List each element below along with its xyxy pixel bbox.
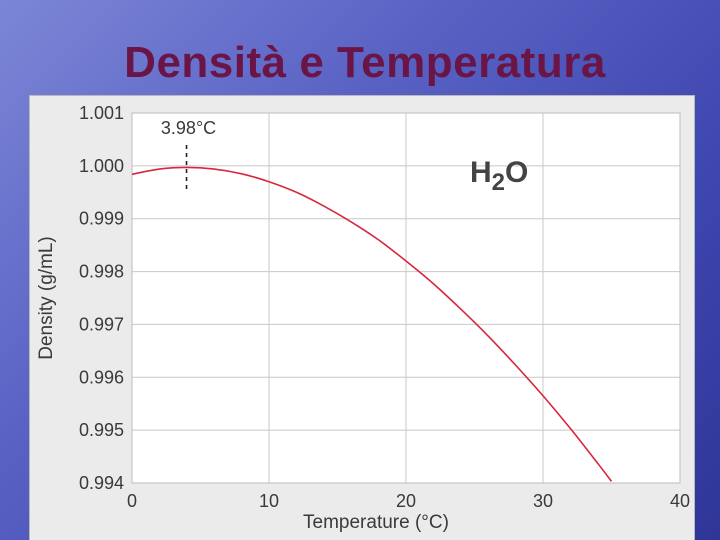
- x-tick-label: 20: [396, 491, 416, 511]
- h2o-label-subscript: 2: [492, 169, 505, 196]
- annotations: 3.98°C H2O: [161, 118, 528, 196]
- density-chart: 0.994 0.995 0.996 0.997 0.998 0.999 1.000 1.001…: [30, 96, 694, 540]
- y-tick-label: 0.995: [79, 420, 124, 440]
- y-axis-label: Density (g/mL): [36, 236, 57, 360]
- y-tick-label: 0.997: [79, 314, 124, 334]
- y-tick-label: 0.994: [79, 473, 124, 493]
- y-tick-label: 0.998: [79, 262, 124, 282]
- grid-lines: [131, 112, 681, 484]
- tick-labels: 0.994 0.995 0.996 0.997 0.998 0.999 1.000 1.001…: [79, 103, 690, 511]
- slide-title: Densità e Temperatura: [124, 38, 606, 87]
- y-tick-label: 0.996: [79, 367, 124, 387]
- max-density-marker-label: 3.98°C: [161, 118, 216, 138]
- x-tick-label: 10: [259, 491, 279, 511]
- h2o-label-o: O: [505, 156, 528, 189]
- density-curve-line: [131, 166, 613, 482]
- density-chart-svg: 0.994 0.995 0.996 0.997 0.998 0.999 1.000 1.001…: [36, 103, 690, 533]
- h2o-label: H2O: [470, 156, 528, 196]
- y-tick-label: 1.000: [79, 156, 124, 176]
- x-tick-label: 40: [670, 491, 690, 511]
- x-tick-label: 0: [127, 491, 137, 511]
- x-axis-label: Temperature (°C): [303, 512, 449, 533]
- y-tick-label: 0.999: [79, 209, 124, 229]
- y-tick-label: 1.001: [79, 103, 124, 123]
- plot-border: [131, 112, 681, 484]
- x-tick-label: 30: [533, 491, 553, 511]
- series-layer: [131, 166, 613, 482]
- h2o-label-h: H: [470, 156, 492, 189]
